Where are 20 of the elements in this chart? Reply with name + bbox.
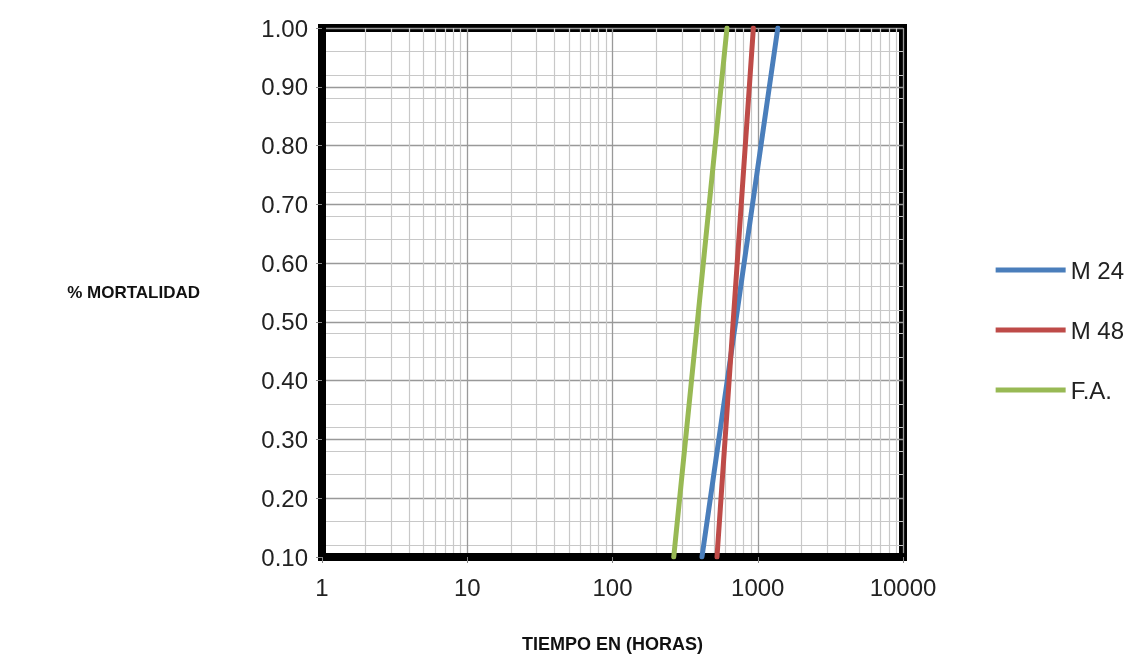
y-tick-label: 0.60 — [261, 249, 308, 277]
x-tick-label: 10000 — [869, 573, 937, 601]
y-tick-label: 0.80 — [261, 132, 308, 160]
y-tick-label: 1.00 — [261, 14, 308, 42]
y-tick-label: 0.70 — [261, 190, 308, 218]
x-tick-label: 100 — [592, 573, 633, 601]
y-tick-label: 0.50 — [261, 308, 308, 336]
y-tick-label: 0.90 — [261, 73, 308, 101]
y-tick-label: 0.20 — [261, 484, 308, 512]
x-tick-label: 10 — [453, 573, 481, 601]
legend-label: F.A. — [1070, 376, 1112, 404]
y-tick-label: 0.10 — [261, 543, 308, 571]
y-axis-title: % MORTALIDAD — [67, 283, 200, 302]
y-tick-label: 0.30 — [261, 425, 308, 453]
x-tick-label: 1000 — [731, 573, 785, 601]
legend-label: M 48 — [1070, 316, 1124, 344]
x-axis-title: TIEMPO EN (HORAS) — [521, 634, 704, 654]
x-tick-label: 1 — [315, 573, 329, 601]
y-tick-label: 0.40 — [261, 367, 308, 395]
legend-label: M 24 — [1070, 256, 1124, 284]
